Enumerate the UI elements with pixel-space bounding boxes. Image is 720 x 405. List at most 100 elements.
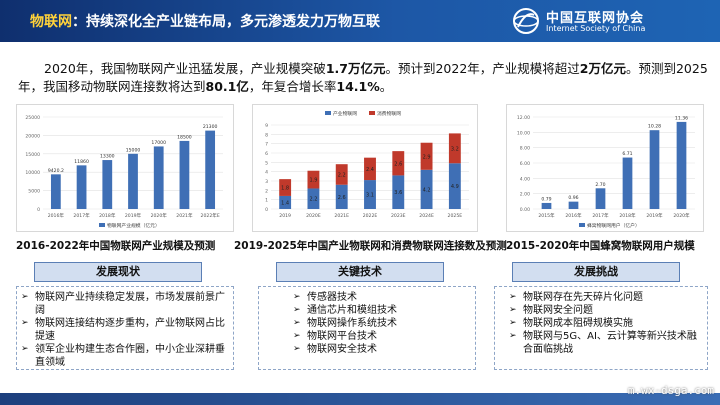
x-tick-label: 2023E	[391, 213, 406, 219]
title-highlight: 物联网	[30, 14, 72, 30]
section-box-status: 物联网产业持续稳定发展，市场发展前景广阔物联网连接结构逐步重构，产业物联网占比提…	[16, 286, 234, 370]
intro-value-2: 2万亿元	[579, 61, 626, 76]
bar	[76, 165, 87, 209]
legend-label: 产业物联网	[333, 110, 357, 117]
bar-industrial	[364, 180, 376, 209]
bar	[622, 157, 633, 209]
bar-value-label: 10.28	[648, 124, 661, 130]
bar	[568, 201, 579, 209]
caption-industry-scale: 2016-2022年中国物联网产业规模及预测	[16, 240, 216, 252]
bar-value-label: 1.8	[281, 186, 289, 192]
x-tick-label: 2017年	[592, 212, 609, 219]
y-tick-label: 10.00	[517, 130, 530, 136]
bar-consumer	[307, 170, 320, 189]
y-tick-label: 0	[37, 207, 40, 213]
bar-value-label: 2.70	[595, 182, 605, 188]
bar-value-label: 18500	[177, 134, 192, 140]
chart-cellular-users: 0.00 2.00 4.00 6.00 8.00 10.00 12.00 2015年 0.79 2…	[506, 104, 704, 232]
bar-value-label: 4.2	[423, 187, 431, 193]
bar-value-label: 2.2	[309, 197, 317, 203]
y-tick-label: 9	[265, 123, 268, 129]
footer-bar	[0, 393, 720, 405]
x-tick-label: 2018年	[619, 212, 636, 219]
bar-consumer	[364, 157, 376, 181]
list-item: 物联网连接结构逐步重构，产业物联网占比提速	[21, 317, 229, 343]
x-tick-label: 2016年	[48, 212, 65, 219]
bar-value-label: 1.4	[281, 200, 289, 206]
logo-en-text: Internet Society of China	[546, 24, 646, 33]
x-tick-label: 2016年	[565, 212, 582, 219]
list-item: 物联网操作系统技术	[293, 317, 471, 330]
bar-value-label: 15000	[126, 147, 141, 153]
bar-value-label: 1.9	[309, 178, 317, 184]
bar-value-label: 2.6	[394, 161, 402, 167]
bar-industrial	[448, 163, 461, 209]
legend-swatch	[579, 223, 585, 227]
y-tick-label: 25000	[25, 115, 40, 121]
x-tick-label: 2019	[279, 213, 291, 219]
intro-value-4: 14.1%	[336, 79, 380, 94]
x-tick-label: 2021年	[176, 212, 193, 219]
y-tick-label: 8	[265, 132, 268, 138]
legend-label: 物联网产业规模（亿元）	[107, 222, 160, 229]
x-tick-label: 2024E	[419, 213, 434, 219]
x-tick-label: 2022年E	[201, 212, 220, 219]
page-title: 物联网：持续深化全产业链布局，多元渗透发力万物互联	[30, 11, 380, 31]
section-title-status: 发展现状	[34, 262, 202, 282]
section-box-tech: 传感器技术通信芯片和模组技术物联网操作系统技术物联网平台技术物联网安全技术	[258, 286, 476, 370]
bar	[128, 153, 138, 209]
section-title-tech: 关键技术	[276, 262, 444, 282]
chart-industry-scale-svg: 0 5000 10000 15000 20000 25000 2016年 9420.2 2017…	[25, 115, 223, 229]
y-tick-label: 6	[265, 151, 268, 157]
bar	[541, 202, 552, 209]
legend-swatch	[325, 111, 331, 115]
bar-value-label: 3.6	[394, 190, 402, 196]
list-item: 物联网产业持续稳定发展，市场发展前景广阔	[21, 291, 229, 317]
list-item: 物联网存在先天碎片化问题	[509, 291, 703, 304]
bar-value-label: 2.4	[366, 167, 374, 173]
x-tick-label: 2020年	[151, 212, 168, 219]
chart-industry-scale: 0 5000 10000 15000 20000 25000 2016年 9420.2 2017…	[16, 104, 234, 232]
bar-consumer	[448, 133, 461, 164]
legend-label: 蜂窝物联网用户（亿户）	[587, 222, 640, 229]
bar-value-label: 11.36	[675, 115, 688, 121]
bar-industrial	[307, 188, 320, 209]
bar-industrial	[279, 195, 292, 209]
list-item: 通信芯片和模组技术	[293, 304, 471, 317]
intro-value-1: 1.7万亿元	[325, 61, 386, 76]
intro-value-3: 80.1亿	[205, 79, 249, 94]
bar-industrial	[335, 184, 348, 209]
bar	[153, 146, 164, 209]
y-tick-label: 10000	[25, 170, 40, 176]
y-tick-label: 0.00	[520, 207, 530, 213]
bar-industrial	[392, 175, 405, 209]
y-tick-label: 5000	[28, 189, 40, 195]
caption-cellular-users: 2015-2020年中国蜂窝物联网用户规模	[506, 240, 695, 252]
x-tick-label: 2022E	[363, 213, 378, 219]
x-tick-label: 2015年	[538, 212, 555, 219]
x-tick-label: 2021E	[334, 213, 349, 219]
chart-connections: 0 1 2 3 4 5 6 7 8 9 2019 1.4 1.8 2020E 2.2 1.9 2021E 2.6 2…	[252, 104, 478, 232]
bar-value-label: 2.6	[338, 195, 346, 201]
challenge-list: 物联网存在先天碎片化问题物联网安全问题物联网成本阻碍规模实施物联网与5G、AI、…	[505, 287, 707, 356]
bar-consumer	[279, 179, 292, 196]
bar-value-label: 6.71	[622, 151, 632, 157]
bar	[50, 174, 61, 209]
bar-consumer	[420, 142, 433, 170]
y-tick-label: 2	[265, 188, 268, 194]
legend-swatch	[99, 223, 105, 227]
list-item: 物联网平台技术	[293, 330, 471, 343]
legend-swatch	[369, 111, 375, 115]
chart-cellular-users-svg: 0.00 2.00 4.00 6.00 8.00 10.00 12.00 2015年 0.79 2…	[517, 115, 695, 229]
bar-value-label: 2.9	[423, 154, 431, 160]
y-tick-label: 3	[265, 179, 268, 185]
bar-value-label: 21300	[203, 124, 218, 130]
x-tick-label: 2020年	[673, 212, 690, 219]
y-tick-label: 20000	[25, 133, 40, 139]
y-tick-label: 8.00	[520, 146, 530, 152]
list-item: 物联网安全问题	[509, 304, 703, 317]
bar	[676, 121, 687, 209]
intro-paragraph: 2020年，我国物联网产业迅猛发展，产业规模突破1.7万亿元。预计到2022年，…	[18, 61, 708, 94]
bar-value-label: 17000	[151, 140, 166, 146]
bar-value-label: 13300	[100, 154, 115, 160]
